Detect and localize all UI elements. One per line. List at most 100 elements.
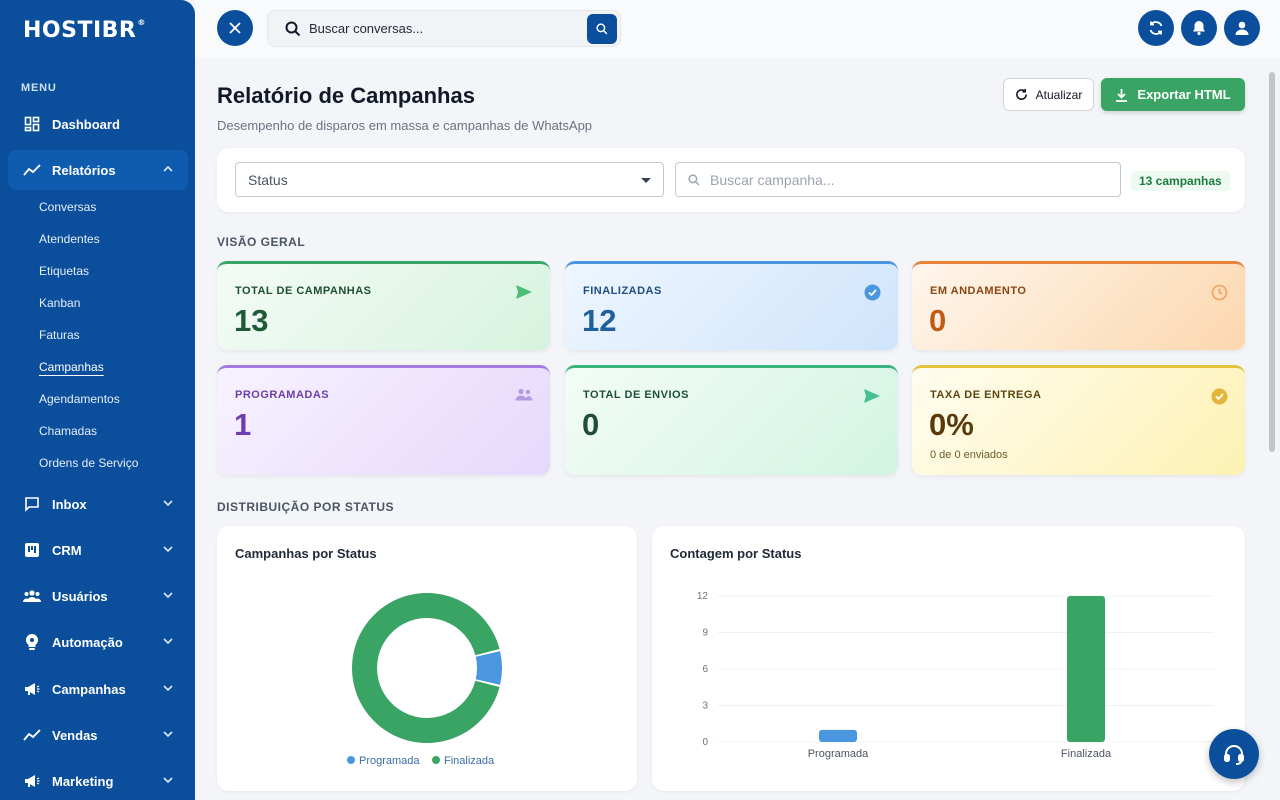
chevron-down-icon [163,777,173,784]
sidebar-item-relatorios[interactable]: Relatórios [8,150,188,190]
sidebar-item-label: Usuários [52,588,108,604]
sidebar-item-label: CRM [52,542,82,558]
sidebar-item-automacao[interactable]: Automação [8,622,188,662]
stat-card-programadas: PROGRAMADAS 1 [217,365,550,475]
users-icon [515,388,533,401]
chevron-down-icon [163,731,173,738]
stat-label: PROGRAMADAS [235,389,330,401]
y-tick-label: 3 [702,701,708,712]
sidebar-subitem-agendamentos[interactable]: Agendamentos [39,392,120,406]
sidebar-subitem-campanhas[interactable]: Campanhas [39,360,104,374]
kanban-icon [23,541,41,559]
bar-programada[interactable] [819,729,857,742]
chevron-down-icon [163,592,173,599]
bar-finalizada[interactable] [1067,596,1105,742]
download-icon [1116,88,1128,102]
chevron-down-icon [163,546,173,553]
sidebar-item-label: Marketing [52,773,114,789]
refresh-label: Atualizar [1035,87,1083,102]
donut-chart: Programada Finalizada [347,593,502,767]
users-icon [23,587,41,605]
chevron-down-icon [163,685,173,692]
menu-section-label: MENU [21,82,57,94]
conversation-search-input[interactable] [309,21,579,36]
sidebar-item-dashboard[interactable]: Dashboard [8,104,188,144]
search-icon [596,23,608,35]
stat-card-finalizadas: FINALIZADAS 12 [565,261,898,350]
sidebar-subitem-atendentes[interactable]: Atendentes [39,232,100,246]
donut-slice-programada[interactable] [475,651,502,685]
stat-card-taxa-entrega: TAXA DE ENTREGA 0% 0 de 0 enviados [912,365,1245,475]
sidebar-item-campanhas[interactable]: Campanhas [8,669,188,709]
stat-value: 0 [929,303,947,338]
legend-marker [432,756,440,764]
sidebar-item-vendas[interactable]: Vendas [8,715,188,755]
sidebar-item-marketing[interactable]: Marketing [8,761,188,800]
chevron-up-icon [163,165,173,172]
brand-logo[interactable]: HOSTIBR® [23,18,146,43]
legend-label[interactable]: Programada [359,755,420,767]
stat-card-total-envios: TOTAL DE ENVIOS 0 [565,365,898,475]
stat-label: TAXA DE ENTREGA [930,389,1042,401]
sidebar-item-usuarios[interactable]: Usuários [8,576,188,616]
sidebar-subitem-etiquetas[interactable]: Etiquetas [39,264,90,278]
check-circle-icon [864,284,881,301]
export-html-button[interactable]: Exportar HTML [1101,78,1245,111]
sidebar: HOSTIBR® MENU Dashboard Relatórios Conve… [0,0,195,800]
bulb-icon [23,633,41,651]
campaign-search-input[interactable] [710,171,1090,188]
bar-chart-title: Contagem por Status [670,546,802,561]
profile-button[interactable] [1224,10,1260,46]
sidebar-item-crm[interactable]: CRM [8,530,188,570]
stat-card-em-andamento: EM ANDAMENTO 0 [912,261,1245,350]
y-tick-label: 12 [697,591,709,602]
y-tick-label: 6 [702,664,708,675]
search-submit-button[interactable] [587,14,617,44]
sidebar-subitem-ordens-servico[interactable]: Ordens de Serviço [39,456,139,470]
export-label: Exportar HTML [1137,87,1231,102]
sidebar-item-label: Dashboard [52,116,120,132]
overview-section-title: VISÃO GERAL [217,235,306,249]
support-chat-button[interactable] [1209,729,1259,779]
bell-icon [1193,21,1205,36]
send-icon [864,389,880,403]
sidebar-item-label: Relatórios [52,162,116,178]
notifications-button[interactable] [1181,10,1217,46]
sidebar-subitem-faturas[interactable]: Faturas [39,328,80,342]
donut-chart-card: Campanhas por Status Programada Finalizad… [217,526,637,791]
sidebar-item-inbox[interactable]: Inbox [8,484,188,524]
refresh-button[interactable]: Atualizar [1003,78,1094,111]
megaphone-icon [23,772,41,790]
campaign-count-badge: 13 campanhas [1131,171,1230,191]
search-icon [285,21,301,36]
check-circle-icon [1211,388,1228,405]
sidebar-subitem-conversas[interactable]: Conversas [39,200,97,214]
chart-line-icon [23,161,41,179]
stat-value: 13 [234,303,269,338]
status-select[interactable]: Status [235,162,664,197]
sidebar-item-label: Campanhas [52,681,126,697]
sidebar-subitem-chamadas[interactable]: Chamadas [39,424,98,438]
page-scrollbar[interactable] [1269,72,1275,452]
stat-label: EM ANDAMENTO [930,285,1027,297]
x-tick-label: Programada [808,748,869,760]
donut-slice-finalizada[interactable] [352,593,500,743]
sidebar-subitem-kanban[interactable]: Kanban [39,296,81,310]
filter-bar: Status 13 campanhas [217,148,1245,212]
sync-button[interactable] [1138,10,1174,46]
donut-chart-title: Campanhas por Status [235,546,377,561]
y-tick-label: 0 [702,737,708,748]
user-icon [1235,21,1249,35]
stat-value: 1 [234,407,252,442]
stat-subtext: 0 de 0 enviados [930,449,1008,461]
stat-value: 0 [582,407,600,442]
stat-card-total-campanhas: TOTAL DE CAMPANHAS 13 [217,261,550,350]
chat-icon [23,495,41,513]
close-sidebar-button[interactable] [217,10,253,46]
legend-label[interactable]: Finalizada [444,755,495,767]
clock-icon [1211,284,1228,301]
campaign-search [675,162,1121,197]
send-icon [516,285,532,299]
bar-chart-card: Contagem por Status 0 3 6 9 12 Programada Fina… [652,526,1245,791]
stat-label: TOTAL DE CAMPANHAS [235,285,372,297]
